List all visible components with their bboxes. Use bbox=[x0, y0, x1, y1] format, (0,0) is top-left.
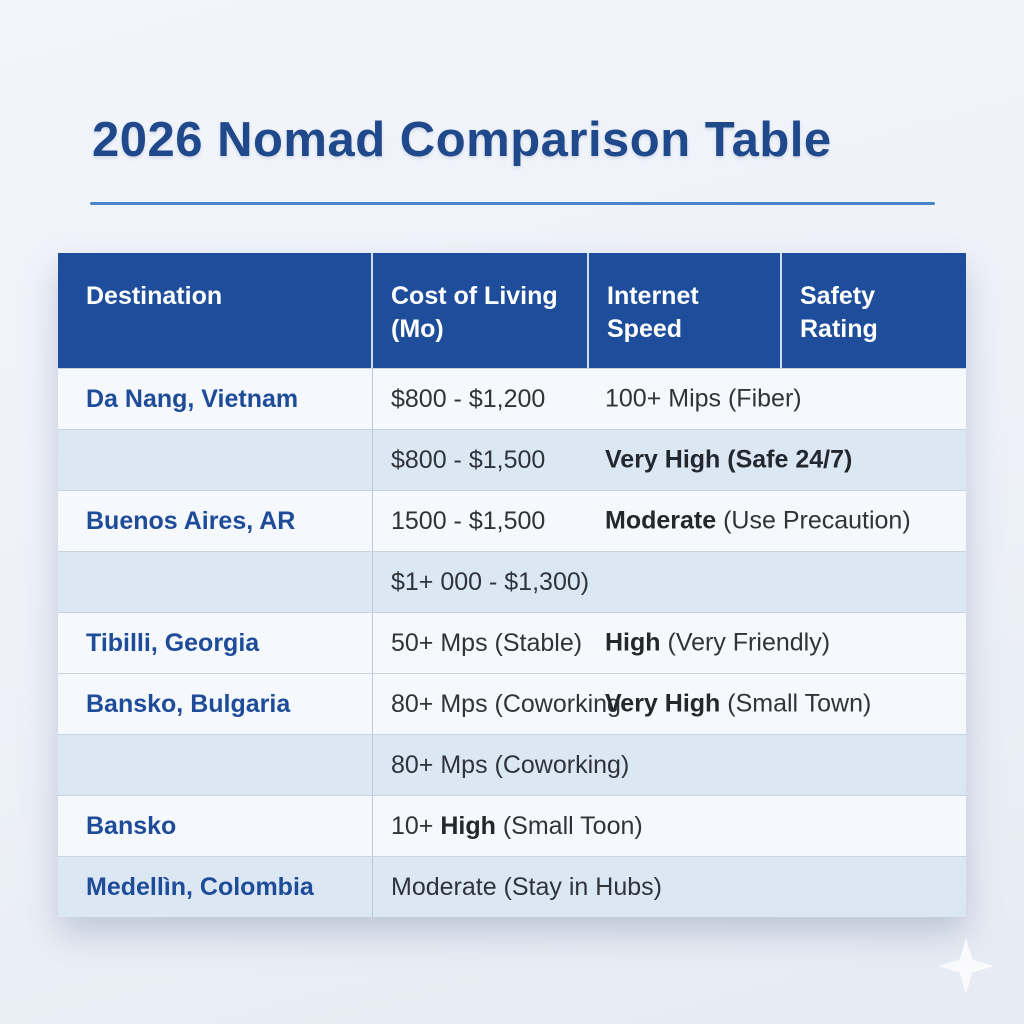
destination-cell: Bansko, Bulgaria bbox=[58, 674, 373, 734]
destination-cell bbox=[58, 430, 373, 490]
destination-cell bbox=[58, 735, 373, 795]
cost-cell: 50+ Mps (Stable) bbox=[391, 628, 583, 657]
table-header-row: Destination Cost of Living (Mo) Internet… bbox=[58, 253, 966, 368]
table-row: Medellìn, Colombia Moderate (Stay in Hub… bbox=[58, 856, 966, 917]
title-divider bbox=[90, 202, 935, 205]
cost-cell: 1500 - $1,500 bbox=[391, 506, 546, 535]
table-row: Buenos Aires, AR 1500 - $1,500 Moderate … bbox=[58, 490, 966, 551]
table-row: $1+ 000 - $1,300) bbox=[58, 551, 966, 612]
row-content-cell: $1+ 000 - $1,300) bbox=[373, 552, 966, 612]
row-content-cell: 1500 - $1,500 Moderate (Use Precaution) bbox=[373, 491, 966, 551]
table-row: Da Nang, Vietnam $800 - $1,200 100+ Mips… bbox=[58, 368, 966, 429]
table-row: Bansko 10+ High (Small Toon) bbox=[58, 795, 966, 856]
destination-cell: Tibilli, Georgia bbox=[58, 613, 373, 673]
row-content-cell: 50+ Mps (Stable) High (Very Friendly) bbox=[373, 613, 966, 673]
destination-cell: Buenos Aires, AR bbox=[58, 491, 373, 551]
row-content-cell: 10+ High (Small Toon) bbox=[373, 796, 966, 856]
destination-cell bbox=[58, 552, 373, 612]
header-safety-rating: Safety Rating bbox=[800, 282, 878, 343]
sparkle-icon bbox=[938, 938, 994, 994]
comparison-table: Destination Cost of Living (Mo) Internet… bbox=[58, 253, 966, 917]
page-title: 2026 Nomad Comparison Table bbox=[92, 113, 832, 167]
destination-cell: Medellìn, Colombia bbox=[58, 857, 373, 917]
cost-cell: 80+ Mps (Coworking) bbox=[391, 750, 630, 779]
speed-safety-cell: Very High (Small Town) bbox=[605, 689, 872, 718]
header-cost-of-living: Cost of Living (Mo) bbox=[373, 253, 589, 368]
header-internet-speed: Internet Speed bbox=[589, 253, 782, 368]
cost-cell: 80+ Mps (Coworking bbox=[391, 689, 621, 718]
table-body: Da Nang, Vietnam $800 - $1,200 100+ Mips… bbox=[58, 368, 966, 917]
table-row: $800 - $1,500 Very High (Safe 24/7) bbox=[58, 429, 966, 490]
row-content-cell: $800 - $1,200 100+ Mips (Fiber) bbox=[373, 369, 966, 429]
row-content-cell: Moderate (Stay in Hubs) bbox=[373, 857, 966, 917]
table-row: 80+ Mps (Coworking) bbox=[58, 734, 966, 795]
destination-cell: Da Nang, Vietnam bbox=[58, 369, 373, 429]
cost-cell: 10+ High (Small Toon) bbox=[391, 811, 643, 840]
row-content-cell: 80+ Mps (Coworking) bbox=[373, 735, 966, 795]
header-destination: Destination bbox=[58, 253, 373, 368]
row-content-cell: $800 - $1,500 Very High (Safe 24/7) bbox=[373, 430, 966, 490]
table-row: Tibilli, Georgia 50+ Mps (Stable) High (… bbox=[58, 612, 966, 673]
row-content-cell: 80+ Mps (Coworking Very High (Small Town… bbox=[373, 674, 966, 734]
cost-cell: $800 - $1,500 bbox=[391, 445, 546, 474]
speed-safety-cell: Moderate (Use Precaution) bbox=[605, 506, 911, 535]
table-row: Bansko, Bulgaria 80+ Mps (Coworking Very… bbox=[58, 673, 966, 734]
cost-cell: Moderate (Stay in Hubs) bbox=[391, 872, 662, 901]
speed-safety-cell: High (Very Friendly) bbox=[605, 628, 831, 657]
cost-cell: $800 - $1,200 bbox=[391, 384, 546, 413]
speed-safety-cell: Very High (Safe 24/7) bbox=[605, 445, 853, 474]
speed-safety-cell: 100+ Mips (Fiber) bbox=[605, 384, 802, 413]
destination-cell: Bansko bbox=[58, 796, 373, 856]
cost-cell: $1+ 000 - $1,300) bbox=[391, 567, 590, 596]
